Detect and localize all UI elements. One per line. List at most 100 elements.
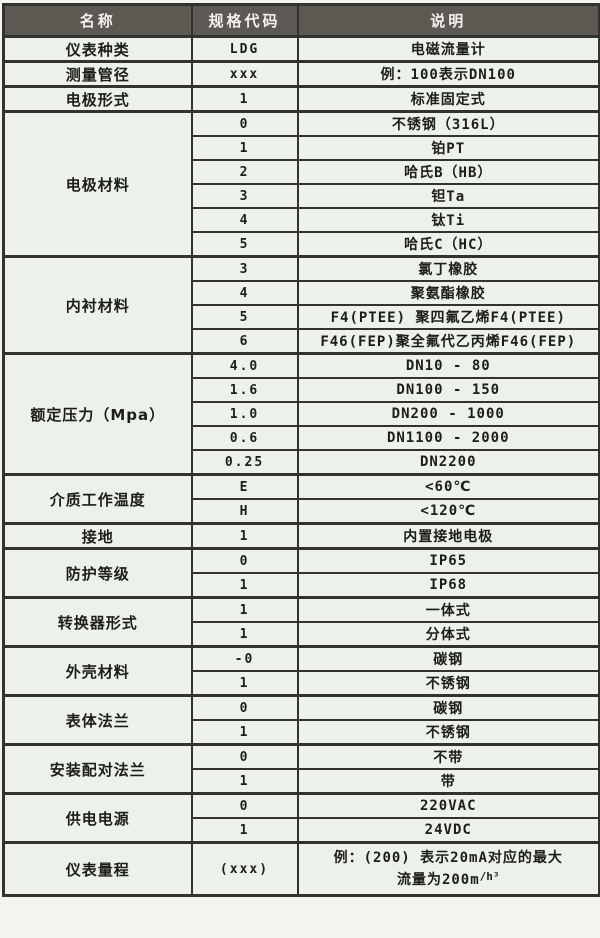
group-name-cell: 外壳材料 (2, 645, 193, 697)
desc-cell: DN1100 - 2000 (296, 425, 600, 451)
group-name-cell: 表体法兰 (2, 694, 193, 746)
code-cell: 1 (190, 522, 299, 550)
desc-cell: 24VDC (296, 817, 600, 844)
desc-cell: 带 (296, 768, 600, 795)
code-cell: 4 (190, 207, 299, 233)
code-cell: 1 (190, 768, 299, 795)
table-row: 转换器形式 1 一体式 (2, 596, 600, 648)
code-cell: 0 (190, 547, 299, 574)
table-row: 0.6 DN1100 - 2000 (4, 425, 600, 451)
code-cell: 1.0 (190, 401, 299, 427)
group-name-cell: 供电电源 (2, 792, 193, 844)
code-cell: 1 (190, 596, 299, 623)
code-cell: 2 (190, 159, 299, 185)
desc-cell: <60℃ (296, 473, 600, 500)
table-row: 电极形式 1 标准固定式 (2, 85, 600, 113)
table-row: 表体法兰 0 碳钢 (2, 694, 600, 746)
spec-table-page: 名称 规格代码 说明 仪表种类 LDG 电磁流量计 测量管径 xxx 例：100… (2, 3, 600, 897)
table-row: 1 不锈钢 (4, 719, 600, 746)
desc-line-2: 流量为200m/h³ (396, 869, 500, 888)
code-cell: 0.6 (190, 425, 299, 451)
group-name-cell: 测量管径 (2, 60, 193, 88)
desc-cell: 不锈钢 (296, 670, 600, 697)
column-header-desc: 说明 (296, 3, 600, 38)
code-cell: 0 (190, 743, 299, 770)
desc-line-1: 例：(200) 表示20mA对应的最大 (333, 849, 563, 866)
column-header-code: 规格代码 (190, 3, 299, 38)
group-name-cell: 介质工作温度 (2, 473, 193, 525)
code-cell: 5 (190, 231, 299, 258)
group-name-cell: 仪表量程 (2, 841, 193, 897)
code-cell: 1 (190, 135, 299, 161)
column-header-name: 名称 (2, 3, 193, 38)
table-row: 4 聚氨酯橡胶 (4, 280, 600, 306)
code-cell: 0 (190, 792, 299, 819)
desc-cell: 氯丁橡胶 (296, 255, 600, 282)
code-cell: 4.0 (190, 352, 299, 379)
flowmeter-spec-table: 名称 规格代码 说明 仪表种类 LDG 电磁流量计 测量管径 xxx 例：100… (2, 3, 600, 897)
table-row: 仪表种类 LDG 电磁流量计 (2, 35, 600, 63)
table-row: 1 分体式 (4, 621, 600, 648)
code-cell: 0 (190, 110, 299, 137)
code-cell: xxx (190, 60, 299, 88)
header-row: 名称 规格代码 说明 (2, 3, 600, 38)
table-row: 5 F4(PTEE) 聚四氟乙烯F4(PTEE) (4, 304, 600, 330)
desc-cell: 分体式 (296, 621, 600, 648)
table-row: 1.0 DN200 - 1000 (4, 401, 600, 427)
group-name-cell: 电极材料 (2, 110, 193, 258)
desc-cell: 例：100表示DN100 (296, 60, 600, 88)
desc-cell: 哈氏C（HC） (296, 231, 600, 258)
table-row: 1 铂PT (4, 135, 600, 161)
desc-cell: 电磁流量计 (296, 35, 600, 63)
code-cell: 0.25 (190, 449, 299, 476)
group-name-cell: 仪表种类 (2, 35, 193, 63)
desc-cell: 不带 (296, 743, 600, 770)
desc-cell: 钛Ti (296, 207, 600, 233)
desc-cell: 220VAC (296, 792, 600, 819)
group-name-cell: 额定压力（Mpa） (2, 352, 193, 476)
code-cell: 0 (190, 694, 299, 721)
code-cell: 1.6 (190, 377, 299, 403)
desc-cell: F46(FEP)聚全氟代乙丙烯F46(FEP) (296, 328, 600, 355)
code-cell: 5 (190, 304, 299, 330)
table-row: H <120℃ (4, 498, 600, 525)
code-cell: LDG (190, 35, 299, 63)
desc-cell: 标准固定式 (296, 85, 600, 113)
code-cell: E (190, 473, 299, 500)
code-cell: 4 (190, 280, 299, 306)
table-row: 1.6 DN100 - 150 (4, 377, 600, 403)
table-row: 测量管径 xxx 例：100表示DN100 (2, 60, 600, 88)
table-row: 1 24VDC (4, 817, 600, 844)
table-row: 安装配对法兰 0 不带 (2, 743, 600, 795)
code-cell: (xxx) (190, 841, 299, 897)
code-cell: 3 (190, 183, 299, 209)
group-name-cell: 防护等级 (2, 547, 193, 599)
table-row: 4 钛Ti (4, 207, 600, 233)
table-row: 接地 1 内置接地电极 (2, 522, 600, 550)
table-row: 2 哈氏B（HB） (4, 159, 600, 185)
desc-cell: <120℃ (296, 498, 600, 525)
desc-cell: 不锈钢 (296, 719, 600, 746)
group-name-cell: 接地 (2, 522, 193, 550)
code-cell: H (190, 498, 299, 525)
code-cell: 1 (190, 670, 299, 697)
desc-cell: 内置接地电极 (296, 522, 600, 550)
code-cell: 1 (190, 85, 299, 113)
group-name-cell: 电极形式 (2, 85, 193, 113)
desc-cell: IP65 (296, 547, 600, 574)
table-row: 6 F46(FEP)聚全氟代乙丙烯F46(FEP) (4, 328, 600, 355)
desc-cell: IP68 (296, 572, 600, 599)
table-row: 额定压力（Mpa） 4.0 DN10 - 80 (2, 352, 600, 476)
table-row: 内衬材料 3 氯丁橡胶 (2, 255, 600, 355)
unit-superscript: /h³ (479, 869, 500, 883)
desc-cell: F4(PTEE) 聚四氟乙烯F4(PTEE) (296, 304, 600, 330)
desc-cell: 不锈钢（316L） (296, 110, 600, 137)
code-cell: 1 (190, 572, 299, 599)
group-name-cell: 转换器形式 (2, 596, 193, 648)
group-name-cell: 安装配对法兰 (2, 743, 193, 795)
table-row: 0.25 DN2200 (4, 449, 600, 476)
group-name-cell: 内衬材料 (2, 255, 193, 355)
desc-cell: 碳钢 (296, 694, 600, 721)
desc-cell: DN10 - 80 (296, 352, 600, 379)
desc-cell: 例：(200) 表示20mA对应的最大 流量为200m/h³ (296, 841, 600, 897)
